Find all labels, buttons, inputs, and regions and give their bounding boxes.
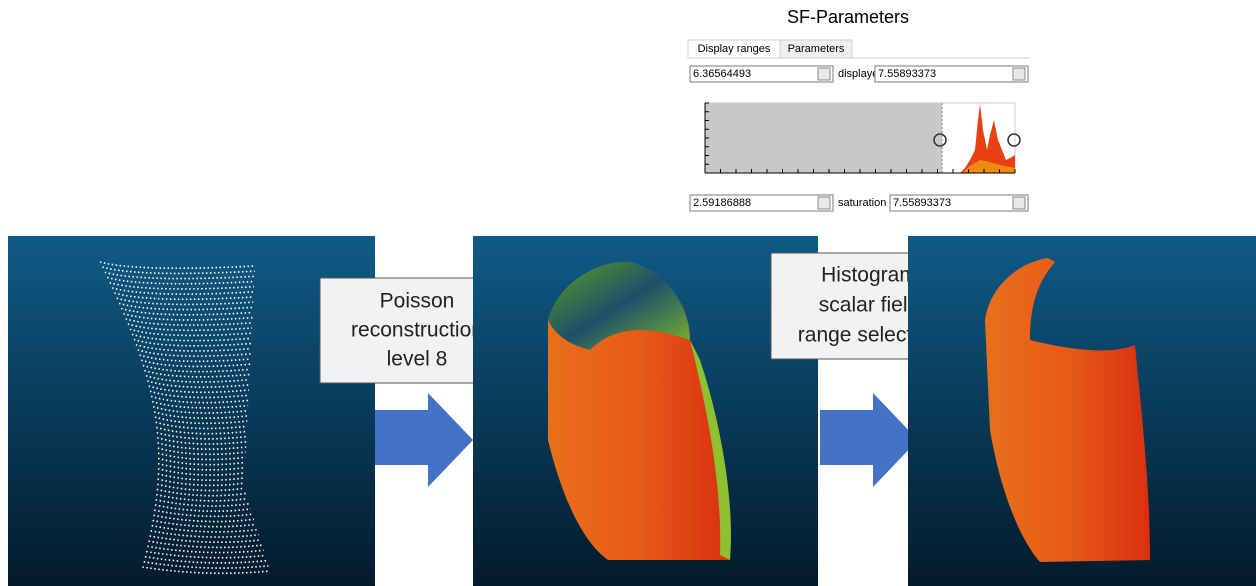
callout-text: level 8 — [387, 348, 448, 371]
callout-text: reconstruction — [351, 319, 483, 342]
spin-value[interactable]: 2.59186888 — [693, 197, 751, 209]
row-label: saturation — [838, 197, 886, 209]
tab-label[interactable]: Parameters — [788, 43, 845, 55]
arrow — [820, 393, 918, 487]
callout-text: Poisson — [380, 290, 455, 313]
spin-button[interactable] — [1013, 197, 1025, 209]
arrow — [375, 393, 473, 487]
spin-value[interactable]: 6.36564493 — [693, 68, 751, 80]
figure: SF-Parameters Display ranges Parameters … — [0, 0, 1256, 586]
spin-value[interactable]: 7.55893373 — [893, 197, 951, 209]
spin-button[interactable] — [1013, 68, 1025, 80]
spin-button[interactable] — [818, 197, 830, 209]
panel-title: SF-Parameters — [787, 7, 909, 27]
callout-text: scalar field — [819, 294, 919, 317]
spin-value[interactable]: 7.55893373 — [878, 68, 936, 80]
spin-button[interactable] — [818, 68, 830, 80]
callout-text: Histogram — [821, 264, 917, 287]
tab-label[interactable]: Display ranges — [698, 43, 771, 55]
histogram-masked-range — [705, 103, 942, 173]
